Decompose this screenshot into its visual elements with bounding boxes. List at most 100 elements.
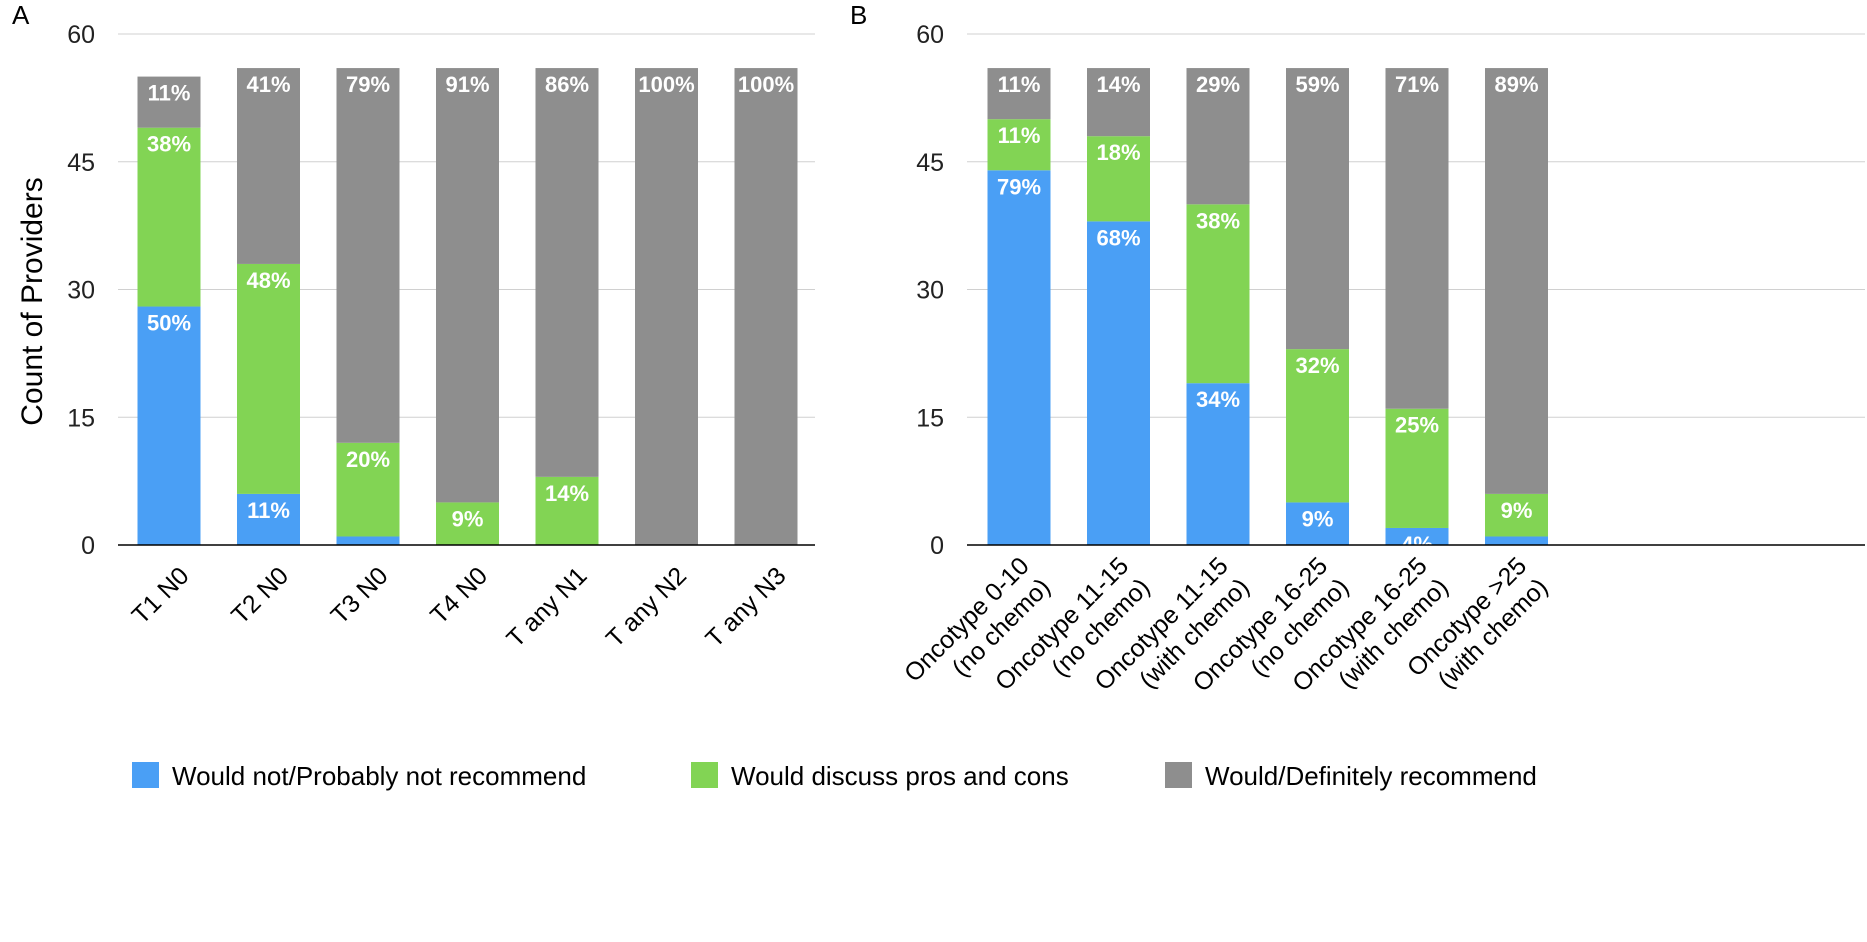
bar-segment-recommend: [137, 76, 201, 128]
x-tick-label: T2 N0: [226, 562, 294, 630]
bar-segment-discuss: [137, 127, 201, 307]
panel-label: A: [12, 0, 30, 30]
y-tick-label: 30: [67, 277, 95, 305]
data-label: 38%: [147, 132, 191, 157]
y-tick-label: 15: [67, 404, 95, 432]
y-tick-label: 30: [916, 277, 944, 305]
y-tick-label: 15: [916, 404, 944, 432]
x-tick-label: T4 N0: [425, 562, 493, 630]
panel-a-chart: A 0 15 30 45 60 Count of Providers 50% 38% 11% T1 …: [12, 0, 815, 653]
data-label: 34%: [1196, 387, 1240, 412]
data-label: 50%: [147, 311, 191, 336]
x-tick-label: T1 N0: [127, 562, 195, 630]
legend-label: Would/Definitely recommend: [1205, 761, 1537, 791]
bar-segment-not-recommend: [1087, 221, 1150, 545]
bar-segment-recommend: [1286, 68, 1349, 350]
legend-label: Would not/Probably not recommend: [172, 761, 586, 791]
data-label: 9%: [452, 506, 484, 531]
data-label: 79%: [997, 174, 1041, 199]
data-label: 9%: [1302, 506, 1334, 531]
bar-segment-not-recommend: [1385, 527, 1449, 545]
data-label: 59%: [1295, 72, 1339, 97]
legend-swatch-not-recommend: [132, 762, 159, 788]
bar-segment-recommend: [635, 68, 698, 546]
bar-segment-not-recommend: [1186, 383, 1250, 545]
panel-label: B: [850, 0, 867, 30]
bar-segment-not-recommend: [987, 170, 1051, 545]
data-label: 29%: [1196, 72, 1240, 97]
x-tick-label-line: T2 N0: [226, 562, 294, 630]
bar-segment-discuss: [436, 502, 499, 545]
bar-segment-recommend: [1385, 68, 1449, 409]
bar-segment-recommend: [336, 68, 400, 443]
bar-segment-discuss: [1087, 136, 1150, 222]
y-axis-label: Count of Providers: [16, 177, 49, 425]
data-label: 86%: [545, 72, 589, 97]
data-label: 89%: [1494, 72, 1538, 97]
data-label: 14%: [1096, 72, 1140, 97]
y-tick-label: 0: [930, 532, 944, 560]
bar-segment-recommend: [535, 68, 599, 477]
data-label: 38%: [1196, 208, 1240, 233]
bar-segment-discuss: [1186, 204, 1250, 384]
bar-segment-not-recommend: [137, 306, 201, 545]
x-tick-label: T any N3: [700, 562, 791, 653]
bar-segment-not-recommend: [1485, 536, 1548, 545]
bar-segment-discuss: [336, 442, 400, 537]
bar-segment-recommend: [1485, 68, 1548, 494]
bar-segment-not-recommend: [336, 536, 400, 545]
x-tick-label: T any N1: [501, 562, 592, 653]
data-label: 14%: [545, 481, 589, 506]
bar-segment-recommend: [1186, 68, 1250, 205]
bar-segment-recommend: [1087, 68, 1150, 137]
bar-segment-recommend: [237, 68, 300, 264]
x-tick-label-line: T3 N0: [326, 562, 394, 630]
data-label: 9%: [1501, 498, 1533, 523]
data-label: 48%: [246, 268, 290, 293]
x-tick-label-line: T any N3: [700, 562, 791, 653]
bar-segment-recommend: [436, 68, 499, 503]
data-label: 71%: [1395, 72, 1439, 97]
data-label: 20%: [346, 447, 390, 472]
legend-label: Would discuss pros and cons: [731, 761, 1069, 791]
data-label: 32%: [1295, 353, 1339, 378]
data-label: 79%: [346, 72, 390, 97]
bar-segment-discuss: [535, 476, 599, 545]
data-label: 91%: [445, 72, 489, 97]
bar-segment-discuss: [1485, 493, 1548, 537]
data-label: 100%: [738, 72, 794, 97]
bar-segment-recommend: [734, 68, 798, 546]
panel-b-chart: B 0 15 30 45 60 79% 11% 11% Oncotype 0-10(no chem…: [850, 0, 1865, 709]
x-tick-label-line: T4 N0: [425, 562, 493, 630]
data-label: 11%: [998, 72, 1041, 97]
data-label: 68%: [1096, 225, 1140, 250]
bar-segment-discuss: [987, 119, 1051, 171]
data-label: 11%: [998, 123, 1041, 148]
bar-segment-discuss: [1286, 349, 1349, 503]
y-tick-label: 60: [67, 21, 95, 49]
x-tick-label-line: T any N1: [501, 562, 592, 653]
y-tick-label: 45: [916, 149, 944, 177]
bar-segment-discuss: [237, 263, 300, 494]
data-label: 11%: [247, 498, 290, 523]
bar-segment-recommend: [987, 68, 1051, 120]
legend: Would not/Probably not recommend Would di…: [132, 761, 1537, 791]
legend-swatch-recommend: [1165, 762, 1192, 788]
x-tick-label: T any N2: [601, 562, 692, 653]
x-tick-label: T3 N0: [326, 562, 394, 630]
x-tick-label: Oncotype 0-10(no chemo): [899, 552, 1056, 709]
data-label: 11%: [148, 81, 191, 106]
data-label: 100%: [638, 72, 694, 97]
data-label: 18%: [1096, 140, 1140, 165]
data-label: 2%: [352, 540, 384, 565]
data-label: 25%: [1395, 413, 1439, 438]
y-tick-label: 60: [916, 21, 944, 49]
bar-segment-discuss: [1385, 408, 1449, 528]
y-tick-label: 0: [81, 532, 95, 560]
x-tick-label-line: T1 N0: [127, 562, 195, 630]
data-label: 41%: [246, 72, 290, 97]
legend-swatch-discuss: [691, 762, 718, 788]
bar-segment-not-recommend: [237, 493, 300, 545]
y-tick-label: 45: [67, 149, 95, 177]
